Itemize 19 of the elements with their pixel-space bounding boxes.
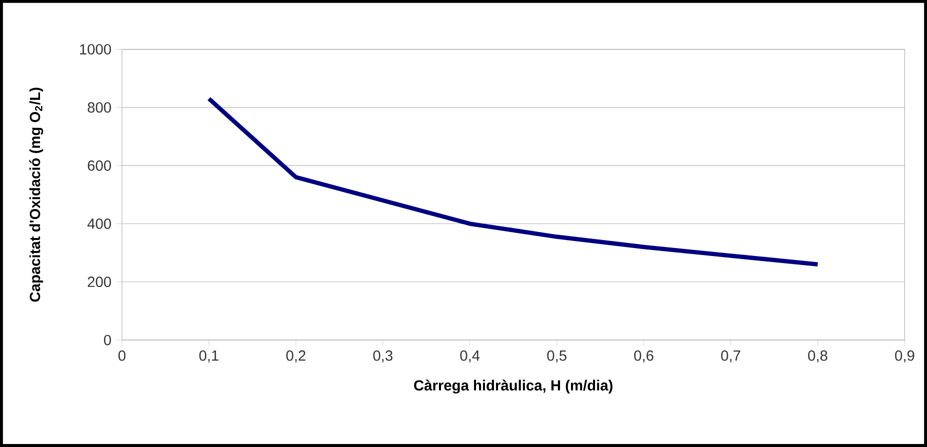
x-axis-title: Càrrega hidràulica, H (m/dia) xyxy=(414,380,612,394)
x-tick-label: 0,4 xyxy=(460,350,480,363)
x-tick-label: 0,8 xyxy=(808,350,828,363)
y-tick-label: 200 xyxy=(88,276,111,288)
x-tick-label: 0,3 xyxy=(373,350,392,363)
x-tick-label: 0,9 xyxy=(895,350,914,363)
y-tick-label: 0 xyxy=(104,334,111,346)
x-tick-label: 0,1 xyxy=(199,350,218,363)
line-series xyxy=(206,96,820,267)
y-tick-label: 400 xyxy=(87,218,111,229)
x-tick-label: 0 xyxy=(118,350,126,361)
y-axis-title: Capacitat d'Oxidació (mg O$_{2}$/L) xyxy=(29,88,44,302)
x-tick-label: 0,7 xyxy=(721,350,740,363)
y-tick-label: 1000 xyxy=(80,44,111,55)
x-tick-label: 0,5 xyxy=(547,350,566,363)
y-tick-label: 800 xyxy=(88,102,111,113)
y-tick-label: 600 xyxy=(88,160,111,171)
x-tick-label: 0,6 xyxy=(634,350,654,363)
x-tick-label: 0,2 xyxy=(286,350,306,363)
